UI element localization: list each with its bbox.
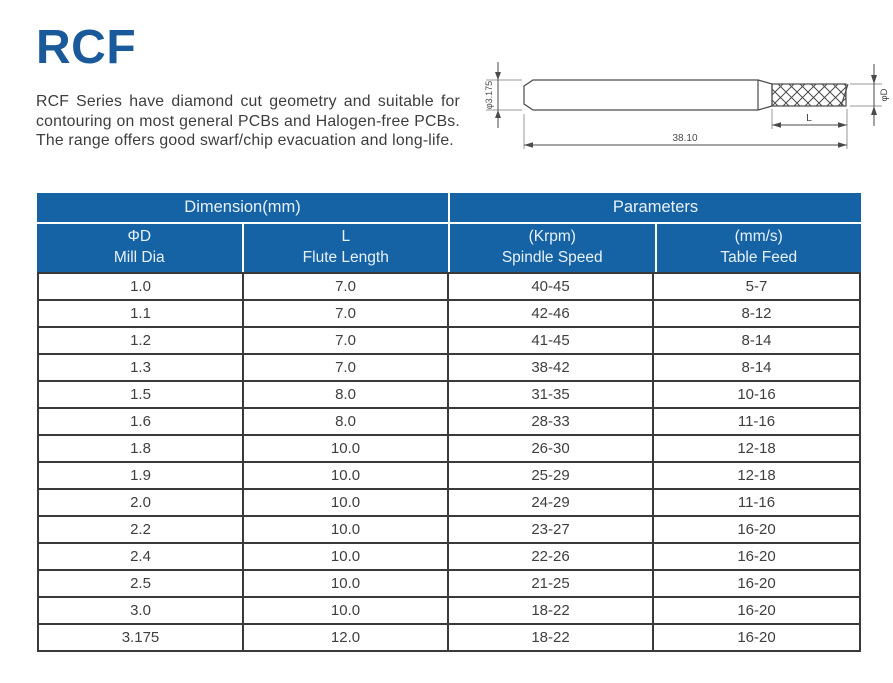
table-cell: 12-18 [654,436,859,463]
table-cell: 12-18 [654,463,859,490]
column-header-flute-length: L Flute Length [243,224,448,272]
table-cell: 10.0 [244,436,449,463]
table-cell: 21-25 [449,571,654,598]
table-cell: 2.2 [39,517,244,544]
table-cell: 8-12 [654,301,859,328]
table-cell: 1.5 [39,382,244,409]
mill-diameter-label: φD [879,88,890,101]
table-cell: 10.0 [244,571,449,598]
overall-length-label: 38.10 [672,133,697,144]
table-cell: 25-29 [449,463,654,490]
table-cell: 22-26 [449,544,654,571]
table-cell: 12.0 [244,625,449,650]
table-cell: 5-7 [654,274,859,301]
table-cell: 10.0 [244,598,449,625]
table-cell: 3.175 [39,625,244,650]
column-header-flute-length-symbol: L [341,228,351,246]
table-cell: 10.0 [244,517,449,544]
table-cell: 7.0 [244,274,449,301]
column-header-table-feed: (mm/s) Table Feed [656,224,861,272]
column-header-mill-dia-symbol: ΦD [127,228,152,246]
tool-shank-outline [523,79,773,111]
table-cell: 2.5 [39,571,244,598]
column-header-mill-dia: ΦD Mill Dia [37,224,242,272]
table-cell: 7.0 [244,328,449,355]
table-cell: 41-45 [449,328,654,355]
page-title: RCF [36,21,137,74]
column-header-table-feed-text: Table Feed [720,249,798,266]
table-cell: 8-14 [654,328,859,355]
table-cell: 2.0 [39,490,244,517]
table-cell: 8.0 [244,409,449,436]
table-cell: 1.8 [39,436,244,463]
table-cell: 8.0 [244,382,449,409]
table-cell: 3.0 [39,598,244,625]
table-cell: 16-20 [654,517,859,544]
table-cell: 28-33 [449,409,654,436]
table-cell: 40-45 [449,274,654,301]
specs-table-header: Dimension(mm) Parameters ΦD Mill Dia L F… [37,193,861,272]
column-header-spindle-speed-text: Spindle Speed [501,249,603,266]
table-cell: 1.0 [39,274,244,301]
table-group-header-dimension: Dimension(mm) [37,193,448,222]
table-cell: 11-16 [654,409,859,436]
extension-lines [486,79,882,149]
table-cell: 10.0 [244,544,449,571]
table-cell: 16-20 [654,598,859,625]
table-cell: 24-29 [449,490,654,517]
table-cell: 7.0 [244,301,449,328]
table-cell: 16-20 [654,544,859,571]
specs-table: Dimension(mm) Parameters ΦD Mill Dia L F… [37,193,861,652]
column-header-mill-dia-text: Mill Dia [113,249,165,266]
table-cell: 1.2 [39,328,244,355]
column-header-table-feed-unit: (mm/s) [734,228,783,246]
shank-diameter-label: φ3.175 [484,81,494,109]
table-cell: 1.1 [39,301,244,328]
table-cell: 1.6 [39,409,244,436]
table-cell: 1.3 [39,355,244,382]
table-cell: 16-20 [737,629,776,646]
table-cell: 26-30 [449,436,654,463]
tool-technical-drawing: φ3.175 38.10 L φD [484,62,890,149]
table-cell: 10.0 [244,490,449,517]
table-cell: 18-22 [449,625,654,650]
table-group-header-parameters: Parameters [450,193,861,222]
table-cell: 10.0 [244,463,449,490]
column-header-flute-length-text: Flute Length [302,249,389,266]
tool-flute-section [771,83,849,107]
table-cell: 2.4 [39,544,244,571]
column-header-spindle-speed-unit: (Krpm) [528,228,576,246]
table-cell: 10-16 [654,382,859,409]
table-cell: 11-16 [654,490,859,517]
table-cell: 7.0 [244,355,449,382]
table-cell: 42-46 [449,301,654,328]
table-cell: 8-14 [654,355,859,382]
table-cell: 31-35 [449,382,654,409]
specs-table-body: 1.0 7.0 40-45 5-7 1.1 7.0 42-46 8-12 1.2 7.0 41-45… [37,272,861,652]
table-cell: 16-20 [654,571,859,598]
dimension-arrows [495,72,877,148]
table-cell: 38-42 [449,355,654,382]
flute-length-label: L [806,112,812,124]
table-cell: 1.9 [39,463,244,490]
table-cell: 23-27 [449,517,654,544]
table-cell: 18-22 [449,598,654,625]
series-description: RCF Series have diamond cut geometry and… [36,93,460,149]
column-header-spindle-speed: (Krpm) Spindle Speed [450,224,655,272]
